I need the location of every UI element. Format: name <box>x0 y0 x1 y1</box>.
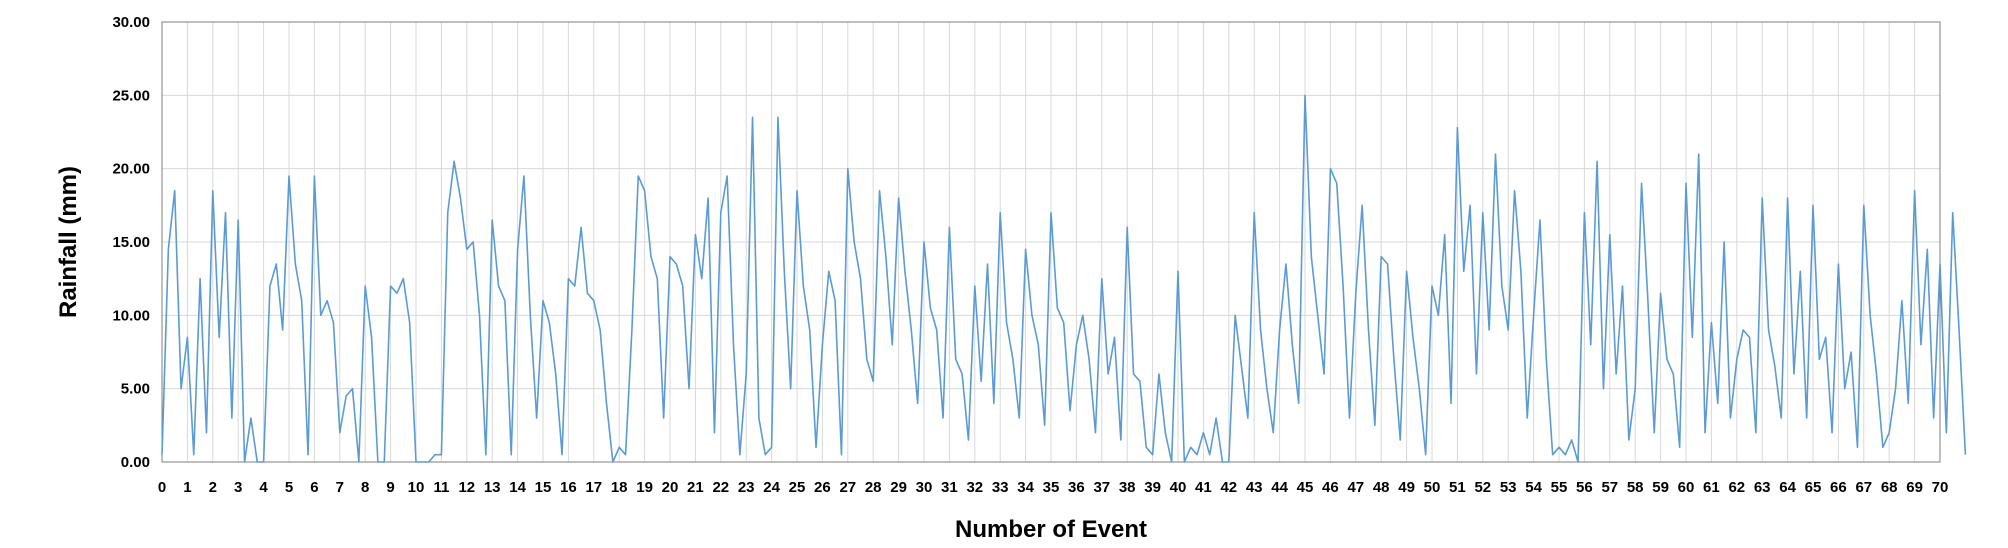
x-tick-label: 34 <box>1017 479 1034 496</box>
x-tick-label: 56 <box>1576 479 1593 496</box>
x-tick-label: 36 <box>1068 479 1085 496</box>
x-tick-label: 61 <box>1703 479 1720 496</box>
x-tick-label: 30 <box>916 479 933 496</box>
x-tick-label: 16 <box>560 479 577 496</box>
x-tick-label: 14 <box>509 479 526 496</box>
x-tick-label: 41 <box>1195 479 1212 496</box>
y-tick-label: 5.00 <box>121 381 150 398</box>
y-tick-label: 15.00 <box>112 234 150 251</box>
x-tick-label: 3 <box>234 479 242 496</box>
x-tick-label: 60 <box>1678 479 1695 496</box>
x-tick-label: 2 <box>209 479 217 496</box>
x-axis-tick-labels: 0 1 2 3 4 5 6 7 8 9 10 11 12 13 14 15 16 17 18 19 20 21 22 23 24… <box>158 479 1949 496</box>
x-tick-label: 68 <box>1881 479 1898 496</box>
x-axis-title: Number of Event <box>955 516 1147 543</box>
x-tick-label: 28 <box>865 479 882 496</box>
x-tick-label: 57 <box>1601 479 1618 496</box>
x-tick-label: 67 <box>1855 479 1872 496</box>
x-tick-label: 37 <box>1093 479 1110 496</box>
x-tick-label: 8 <box>361 479 369 496</box>
x-tick-label: 21 <box>687 479 704 496</box>
x-tick-label: 23 <box>738 479 755 496</box>
x-tick-label: 6 <box>310 479 318 496</box>
gridlines <box>161 21 1941 463</box>
x-tick-label: 46 <box>1322 479 1339 496</box>
x-tick-label: 45 <box>1297 479 1314 496</box>
x-tick-label: 70 <box>1932 479 1949 496</box>
x-tick-label: 43 <box>1246 479 1263 496</box>
x-tick-label: 7 <box>336 479 344 496</box>
x-tick-label: 42 <box>1220 479 1237 496</box>
x-tick-label: 26 <box>814 479 831 496</box>
x-tick-label: 22 <box>712 479 729 496</box>
x-tick-label: 13 <box>484 479 501 496</box>
x-tick-label: 58 <box>1627 479 1644 496</box>
x-tick-label: 32 <box>966 479 983 496</box>
x-tick-label: 33 <box>992 479 1009 496</box>
y-tick-label: 10.00 <box>112 307 150 324</box>
x-tick-label: 24 <box>763 479 780 496</box>
x-tick-label: 40 <box>1170 479 1187 496</box>
y-tick-label: 20.00 <box>112 161 150 178</box>
x-tick-label: 20 <box>662 479 679 496</box>
x-tick-label: 52 <box>1474 479 1491 496</box>
x-tick-label: 11 <box>433 479 449 496</box>
x-tick-label: 29 <box>890 479 907 496</box>
x-tick-label: 27 <box>839 479 856 496</box>
x-tick-label: 18 <box>611 479 628 496</box>
x-tick-label: 59 <box>1652 479 1669 496</box>
x-tick-label: 25 <box>789 479 806 496</box>
x-tick-label: 15 <box>535 479 552 496</box>
x-tick-label: 9 <box>386 479 394 496</box>
x-tick-label: 31 <box>941 479 958 496</box>
y-tick-label: 0.00 <box>121 454 150 471</box>
x-tick-label: 44 <box>1271 479 1288 496</box>
x-tick-label: 4 <box>259 479 268 496</box>
y-tick-label: 30.00 <box>112 14 150 31</box>
x-tick-label: 35 <box>1043 479 1060 496</box>
x-tick-label: 38 <box>1119 479 1136 496</box>
x-tick-label: 53 <box>1500 479 1517 496</box>
x-tick-label: 47 <box>1347 479 1364 496</box>
x-tick-label: 51 <box>1449 479 1466 496</box>
x-tick-label: 66 <box>1830 479 1847 496</box>
y-axis-tick-labels: 0.00 5.00 10.00 15.00 20.00 25.00 30.00 <box>112 14 150 471</box>
x-tick-label: 65 <box>1805 479 1822 496</box>
x-tick-label: 5 <box>285 479 293 496</box>
x-tick-label: 69 <box>1906 479 1923 496</box>
x-tick-label: 10 <box>408 479 425 496</box>
y-axis-title: Rainfall (mm) <box>55 166 82 318</box>
x-tick-label: 12 <box>458 479 475 496</box>
x-tick-label: 55 <box>1551 479 1568 496</box>
x-tick-label: 49 <box>1398 479 1415 496</box>
x-tick-label: 17 <box>585 479 602 496</box>
x-tick-label: 54 <box>1525 479 1542 496</box>
x-tick-label: 19 <box>636 479 653 496</box>
rainfall-series-line <box>161 94 1967 463</box>
y-tick-label: 25.00 <box>112 87 150 104</box>
x-tick-label: 62 <box>1728 479 1745 496</box>
x-tick-label: 1 <box>183 479 191 496</box>
x-tick-label: 48 <box>1373 479 1390 496</box>
x-tick-label: 39 <box>1144 479 1161 496</box>
plot-area-frame <box>161 21 1941 463</box>
x-tick-label: 0 <box>158 479 166 496</box>
x-tick-label: 63 <box>1754 479 1771 496</box>
x-tick-label: 50 <box>1424 479 1441 496</box>
x-tick-label: 64 <box>1779 479 1796 496</box>
